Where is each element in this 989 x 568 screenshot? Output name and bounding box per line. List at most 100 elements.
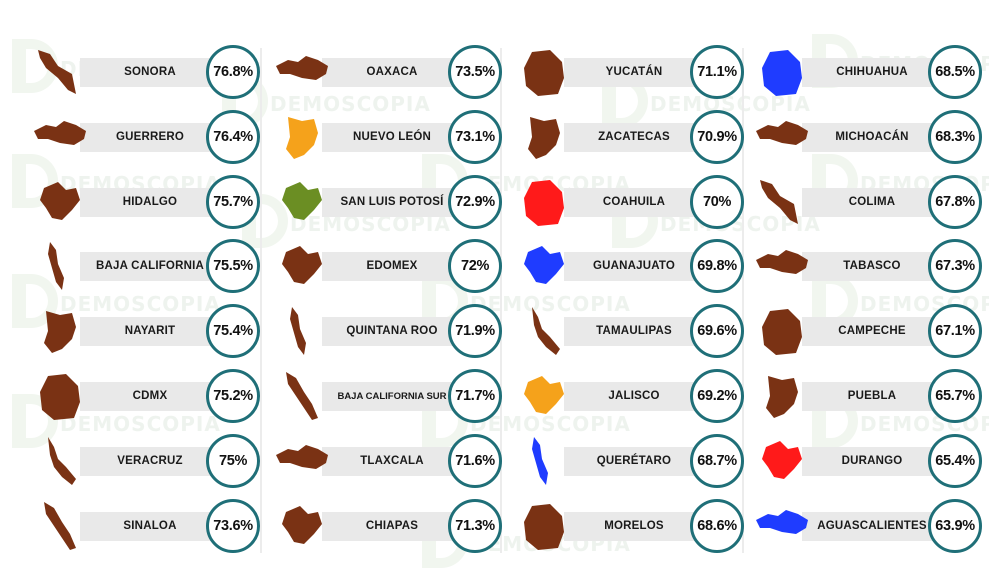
state-row: CAMPECHE 67.1% (750, 299, 982, 363)
state-row: GUERRERO 76.4% (28, 105, 260, 169)
state-name: DURANGO (841, 454, 903, 467)
state-silhouette (524, 376, 564, 414)
state-map-icon (756, 509, 808, 534)
value-ring: 76.8% (206, 45, 260, 99)
label-bar (564, 252, 714, 282)
state-name: PUEBLA (847, 390, 897, 402)
state-map-icon (532, 436, 548, 485)
state-row: SINALOA 73.6% (28, 494, 260, 558)
state-silhouette (524, 179, 564, 226)
state-map-icon (276, 444, 328, 469)
state-map-icon (766, 376, 798, 418)
state-silhouette (34, 120, 86, 145)
label-bar (802, 187, 952, 217)
state-silhouette (756, 120, 808, 145)
state-row: MORELOS 68.6% (512, 494, 744, 558)
label-bar (322, 187, 472, 217)
state-map-icon (48, 436, 76, 485)
state-name: GUANAJUATO (592, 260, 676, 273)
value-label: 63.9% (935, 517, 975, 534)
state-map-icon (524, 246, 564, 285)
label-bar (564, 187, 714, 217)
state-row: JALISCO 69.2% (512, 364, 744, 428)
state-row: DURANGO 65.4% (750, 429, 982, 493)
state-row: ZACATECAS 70.9% (512, 105, 744, 169)
state-silhouette (524, 246, 564, 285)
value-label: 75.5% (213, 258, 253, 275)
state-row: COLIMA 67.8% (750, 170, 982, 234)
value-ring: 68.6% (690, 498, 744, 553)
state-silhouette (766, 376, 798, 418)
state-silhouette (762, 440, 802, 479)
state-silhouette (40, 181, 80, 220)
state-row: EDOMEX 72% (270, 234, 502, 298)
value-label: 67.1% (935, 323, 975, 340)
value-ring: 71.6% (448, 433, 502, 488)
state-row: BAJA CALIFORNIA 75.5% (28, 234, 260, 298)
state-silhouette (44, 501, 76, 550)
label-bar (80, 58, 230, 87)
state-silhouette (532, 307, 560, 356)
value-ring: 65.4% (928, 433, 982, 488)
state-silhouette (44, 311, 76, 354)
label-bar (80, 317, 230, 347)
state-row: CDMX 75.2% (28, 364, 260, 428)
state-silhouette (532, 436, 548, 485)
state-map-icon (44, 501, 76, 550)
state-map-icon (524, 376, 564, 414)
state-row: SONORA 76.8% (28, 40, 260, 104)
state-map-icon (286, 116, 318, 159)
state-silhouette (762, 309, 802, 356)
value-label: 68.7% (697, 452, 737, 469)
value-ring: 69.2% (690, 369, 744, 423)
label-bar (564, 446, 714, 476)
label-bar (322, 122, 472, 152)
state-name: JALISCO (608, 390, 660, 402)
watermark-text: DEMOSCOPIA (470, 412, 631, 436)
value-ring: 71.1% (690, 45, 744, 99)
value-label: 69.6% (697, 323, 737, 340)
state-name: NAYARIT (124, 325, 176, 338)
state-name: BAJA CALIFORNIA SUR (337, 391, 447, 402)
state-silhouette (524, 503, 564, 550)
value-label: 71.6% (455, 452, 495, 469)
column-divider (260, 48, 262, 553)
state-name: ZACATECAS (598, 130, 670, 143)
state-silhouette (524, 50, 564, 96)
label-bar (802, 58, 952, 87)
state-name: HIDALGO (122, 195, 178, 208)
state-silhouette (286, 372, 318, 420)
state-silhouette (48, 436, 76, 485)
value-ring: 72% (448, 239, 502, 294)
label-bar (322, 317, 472, 347)
value-label: 70.9% (697, 128, 737, 145)
state-silhouette (756, 250, 808, 275)
state-silhouette (528, 116, 560, 159)
state-column: CHIHUAHUA 68.5% MICHOACÁN 68.3% COLIMA 67.8% T… (750, 40, 982, 560)
state-name: EDOMEX (366, 260, 418, 273)
state-silhouette (756, 509, 808, 534)
value-label: 73.6% (213, 517, 253, 534)
state-map-icon (282, 246, 322, 285)
value-ring: 71.3% (448, 498, 502, 553)
value-label: 75.7% (213, 193, 253, 210)
value-ring: 71.9% (448, 304, 502, 359)
value-label: 75.2% (213, 388, 253, 404)
label-bar (322, 446, 472, 476)
state-row: COAHUILA 70% (512, 170, 744, 234)
watermark-text: DEMOSCOPIA (60, 412, 221, 436)
state-map-icon (524, 503, 564, 550)
state-name: SINALOA (123, 519, 177, 532)
state-map-icon (276, 56, 328, 80)
value-label: 72.9% (455, 193, 495, 210)
state-row: BAJA CALIFORNIA SUR 71.7% (270, 364, 502, 428)
state-map-icon (756, 250, 808, 275)
state-row: AGUASCALIENTES 63.9% (750, 494, 982, 558)
state-silhouette (48, 242, 64, 291)
state-row: NUEVO LEÓN 73.1% (270, 105, 502, 169)
label-bar (322, 58, 472, 87)
state-name: CDMX (132, 390, 168, 402)
value-label: 71.7% (455, 388, 495, 404)
state-map-icon (48, 242, 64, 291)
state-name: COAHUILA (602, 195, 666, 208)
